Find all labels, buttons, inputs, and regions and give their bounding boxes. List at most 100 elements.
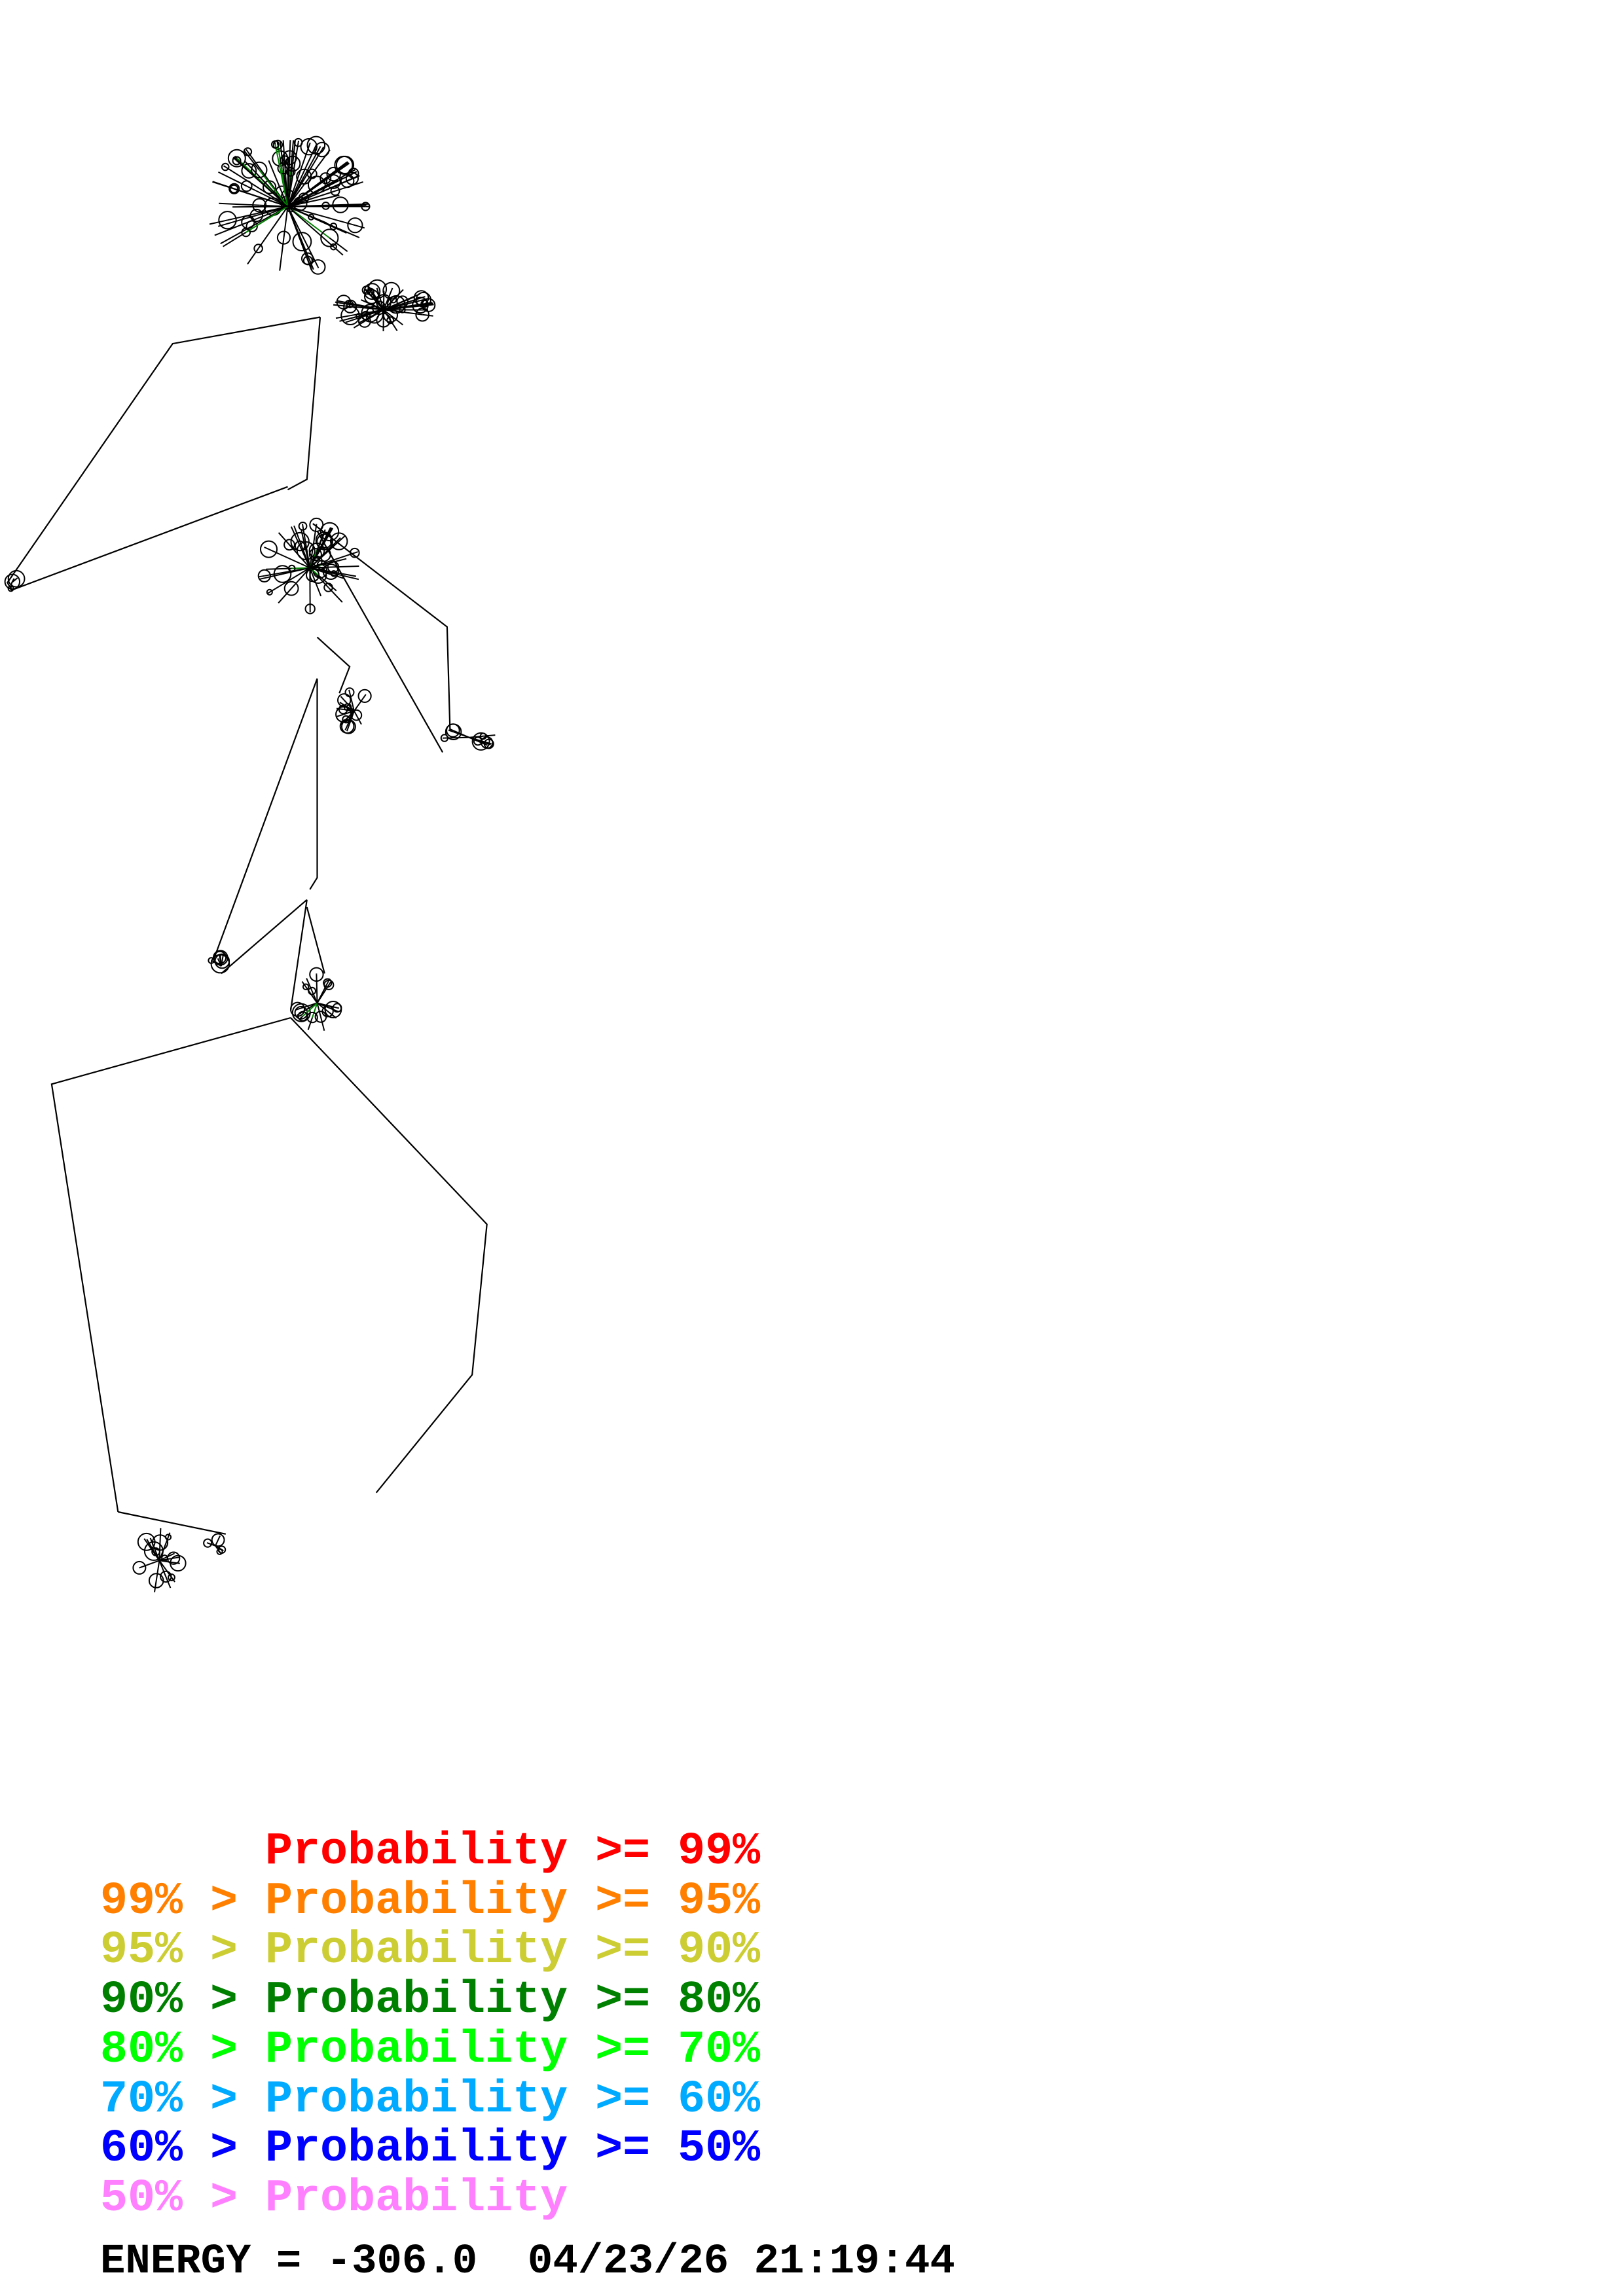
branch-line — [290, 526, 301, 547]
helix-stem — [282, 567, 310, 575]
branch-line — [333, 162, 350, 175]
branch-line — [164, 1552, 175, 1559]
legend-label: Probability >= 60% — [265, 2073, 761, 2126]
backbone-segment — [289, 899, 308, 1011]
branch-line — [390, 319, 398, 332]
helix-stem — [287, 206, 312, 218]
helix-stem — [287, 190, 336, 207]
hairpin-loop — [218, 211, 237, 230]
branch-line — [337, 1007, 340, 1009]
branch-line — [264, 547, 269, 550]
hairpin-loop — [387, 295, 406, 314]
hairpin-loop — [293, 137, 303, 147]
helix-stem — [219, 963, 222, 967]
hairpin-loop — [246, 220, 258, 232]
structure-clusters — [4, 135, 496, 1592]
branch-line — [171, 1577, 175, 1583]
hairpin-loop — [361, 202, 371, 211]
hairpin-loop — [339, 719, 355, 734]
branch-line — [448, 729, 454, 733]
hairpin-loop — [320, 228, 339, 247]
backbone-segment — [50, 1016, 291, 1513]
backbone-segment — [213, 678, 318, 960]
branch-line — [390, 314, 404, 326]
helix-stem — [309, 524, 318, 568]
branch-line — [321, 147, 325, 150]
helix-stem — [236, 160, 289, 207]
hairpin-loop — [382, 281, 401, 300]
branch-line — [333, 246, 344, 256]
hairpin-loop — [304, 603, 316, 615]
branch-line — [422, 314, 433, 317]
branch-line — [173, 1556, 180, 1559]
helix-stem — [310, 567, 335, 575]
branch-line — [481, 740, 491, 745]
branch-line — [267, 591, 270, 594]
hairpin-loop — [342, 715, 350, 724]
legend-label: Probability >= 80% — [265, 1975, 761, 2027]
branch-line — [335, 301, 350, 306]
hairpin-loop — [241, 163, 257, 179]
hairpin-loop — [307, 175, 326, 194]
branch-line — [483, 734, 496, 737]
hairpin-loop — [132, 1560, 147, 1575]
branch-line — [477, 740, 488, 746]
branch-line — [395, 296, 415, 306]
hairpin-loop — [330, 186, 340, 196]
branch-line — [353, 321, 365, 329]
hairpin-loop — [160, 1570, 172, 1583]
hairpin-loop — [412, 296, 429, 314]
hairpin-loop — [4, 573, 20, 590]
hairpin-loop — [7, 585, 14, 592]
hairpin-loop — [283, 539, 295, 551]
branch-line — [340, 696, 345, 701]
branch-line — [376, 287, 378, 290]
hairpin-loop — [241, 227, 251, 238]
branch-line — [356, 715, 362, 725]
branch-line — [302, 524, 304, 527]
helix-stem — [159, 1557, 174, 1562]
branch-line — [364, 694, 367, 696]
branch-line — [348, 689, 350, 693]
hairpin-loop — [228, 183, 240, 194]
helix-stem — [246, 206, 289, 233]
helix-stem — [139, 1560, 160, 1569]
branch-line — [306, 978, 313, 992]
helix-stem — [287, 145, 317, 207]
branch-line — [221, 1549, 224, 1552]
branch-line — [298, 1015, 304, 1020]
helix-stem — [383, 304, 421, 311]
hairpin-loop — [347, 217, 363, 234]
backbone-segment — [118, 1511, 227, 1535]
hairpin-loop — [232, 156, 242, 166]
helix-stem — [287, 204, 341, 207]
hairpin-loop — [292, 232, 312, 252]
branch-line — [221, 955, 224, 961]
helix-stem — [349, 692, 355, 711]
hairpin-loop — [211, 1533, 225, 1547]
legend-prefix: 90% > — [100, 1975, 266, 2027]
legend-prefix: 95% > — [100, 1925, 266, 1977]
helix-stem — [452, 730, 470, 738]
branch-line — [329, 527, 333, 532]
hairpin-loop — [334, 155, 354, 175]
legend-prefix: 99% > — [100, 1875, 266, 1928]
hairpin-loop — [272, 139, 283, 151]
branch-line — [268, 160, 283, 192]
branch-line — [390, 287, 393, 291]
rna-secondary-structure — [4, 135, 496, 1592]
legend-prefix: 50% > — [100, 2172, 266, 2225]
helix-stem — [316, 1002, 329, 1012]
branch-line — [319, 570, 345, 579]
branch-line — [428, 304, 434, 306]
branch-line — [323, 527, 331, 541]
hairpin-loop — [350, 547, 360, 558]
branch-line — [214, 221, 249, 236]
helix-stem — [316, 1003, 321, 1017]
hairpin-loop — [297, 1011, 308, 1022]
hairpin-loop — [148, 1573, 164, 1588]
hairpin-loop — [386, 316, 395, 325]
branch-line — [278, 588, 292, 603]
structure-domain — [257, 517, 360, 615]
branch-line — [274, 141, 276, 145]
